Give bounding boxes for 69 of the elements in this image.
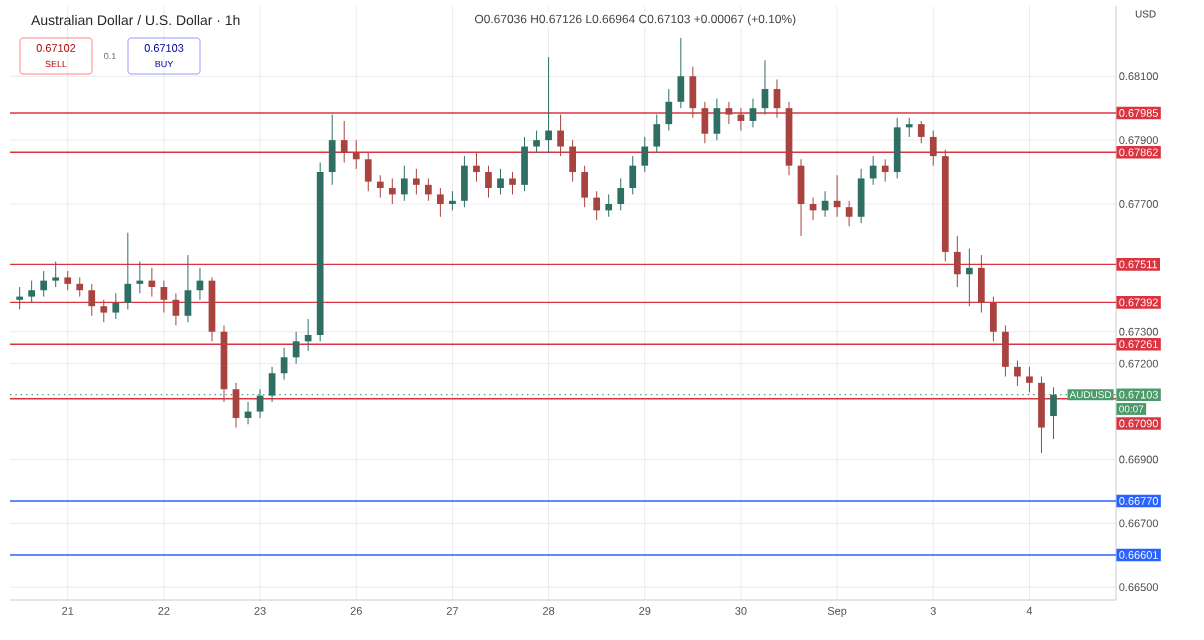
candlestick	[857, 168, 865, 224]
candlestick	[304, 318, 312, 352]
candlestick	[88, 283, 96, 317]
candlestick	[845, 200, 853, 227]
candlestick	[473, 152, 480, 183]
candlestick	[449, 190, 456, 211]
candlestick	[256, 388, 264, 419]
candlestick	[749, 98, 757, 128]
candlestick	[965, 248, 973, 307]
candlestick	[629, 155, 637, 195]
candlestick	[593, 190, 601, 221]
candlestick	[461, 155, 468, 208]
candlestick	[425, 177, 432, 202]
candlestick	[328, 114, 336, 186]
candlestick	[1050, 386, 1057, 440]
candlestick	[581, 165, 589, 208]
candlestick	[953, 235, 961, 288]
candlestick	[557, 114, 564, 157]
candlestick	[713, 98, 721, 141]
candlestick	[16, 286, 23, 310]
candlestick	[665, 88, 673, 132]
candlestick	[1026, 366, 1033, 393]
candlestick	[485, 165, 492, 199]
candlestick	[112, 292, 120, 320]
candlestick	[617, 177, 625, 211]
candlestick	[160, 280, 168, 314]
candlestick	[569, 139, 576, 183]
candlestick	[689, 66, 697, 119]
candlestick	[990, 296, 997, 342]
candlestick	[497, 168, 504, 195]
candlestick	[605, 193, 613, 218]
candlestick	[388, 177, 396, 205]
candlestick	[1014, 359, 1021, 387]
candlestick	[521, 136, 528, 192]
candlestick	[376, 174, 384, 199]
candlestick	[677, 37, 685, 109]
candlestick	[725, 101, 733, 125]
candlestick	[64, 270, 72, 291]
candlestick	[1002, 324, 1009, 377]
candlestick	[533, 130, 540, 154]
candlestick	[412, 168, 420, 195]
candlestick	[701, 101, 709, 144]
candlestick	[136, 260, 144, 294]
candlestick	[641, 136, 649, 173]
candlestick	[881, 158, 889, 183]
candlestick	[184, 254, 192, 323]
candlestick	[340, 120, 348, 163]
candlestick	[653, 114, 661, 154]
candlestick	[905, 117, 913, 138]
candlestick	[509, 171, 516, 195]
candlestick	[545, 56, 552, 154]
candlestick	[364, 152, 372, 192]
candlestick	[893, 117, 901, 179]
candlestick	[917, 120, 925, 144]
candlestick	[76, 276, 84, 298]
candlestick	[1038, 375, 1045, 454]
candlestick	[52, 260, 60, 288]
candlestick	[978, 254, 985, 314]
candlestick	[352, 139, 360, 170]
candlestick	[40, 270, 48, 298]
candlestick	[232, 382, 240, 429]
candlestick	[28, 280, 36, 304]
candlestick	[869, 155, 877, 186]
candlestick	[268, 366, 276, 403]
candlestick	[400, 165, 408, 202]
candlestick	[124, 232, 132, 310]
candlestick	[100, 299, 108, 323]
candlestick	[437, 187, 444, 218]
candlestick	[929, 130, 937, 167]
